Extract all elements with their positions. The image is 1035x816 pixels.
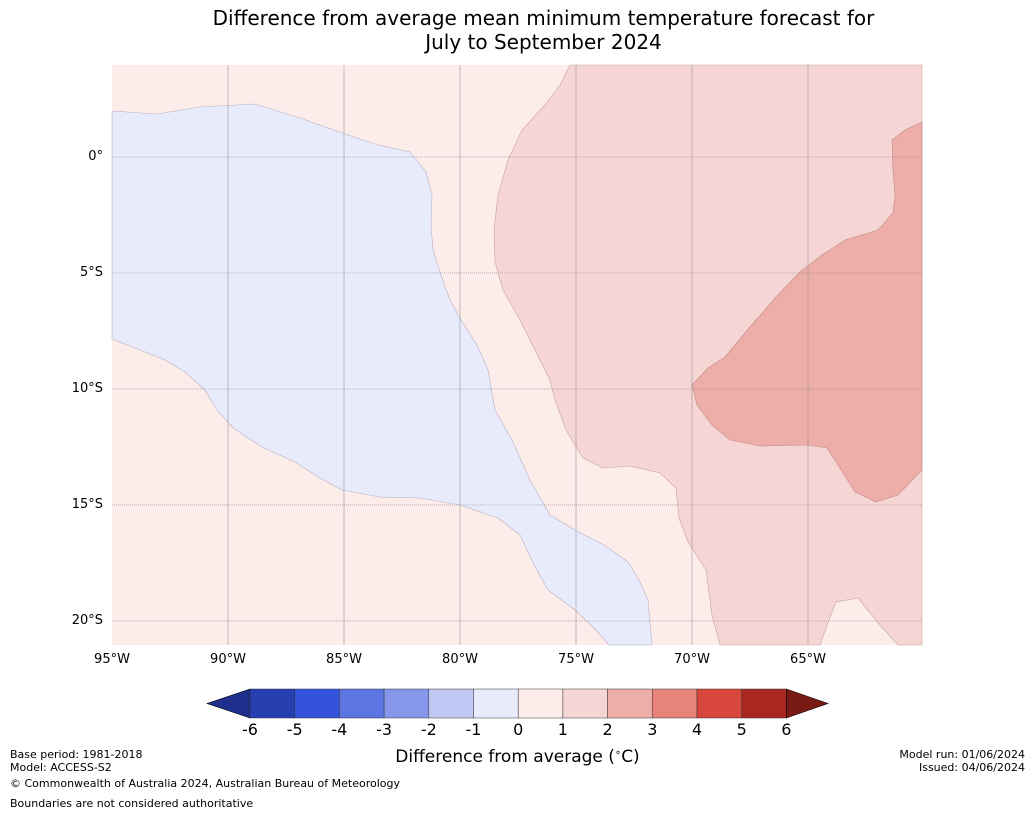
lat-label: 15°S [71, 497, 103, 512]
colorbar-tick-label: 3 [647, 720, 658, 739]
colorbar-extend-low [206, 688, 251, 719]
colorbar-bin [473, 688, 519, 719]
model-run: Model run: 01/06/2024 [899, 748, 1025, 761]
colorbar-title: Difference from average (∘C) [395, 747, 640, 767]
issued-date: Issued: 04/06/2024 [918, 761, 1025, 774]
colorbar-tick-label: -1 [465, 720, 482, 739]
colorbar-tick-label: 4 [691, 720, 703, 739]
lat-label: 10°S [71, 381, 103, 396]
colorbar-tick-label: -5 [286, 720, 303, 739]
lat-label: 5°S [79, 265, 103, 280]
colorbar-bin [562, 688, 608, 719]
colorbar-tick-label: 1 [557, 720, 568, 739]
title-line-1: Difference from average mean minimum tem… [212, 6, 875, 30]
base-period: Base period: 1981-2018 [10, 748, 143, 761]
colorbar-bin [339, 688, 385, 719]
colorbar-tick-label: -3 [376, 720, 393, 739]
colorbar-tick-label: 6 [781, 720, 792, 739]
lon-label: 65°W [790, 652, 826, 667]
colorbar-bin [294, 688, 340, 719]
title-line-2: July to September 2024 [425, 30, 662, 54]
lon-label: 70°W [674, 652, 710, 667]
colorbar-tick-label: 5 [736, 720, 747, 739]
lon-label: 95°W [94, 652, 130, 667]
lon-label: 80°W [442, 652, 478, 667]
map-title: Difference from average mean minimum tem… [0, 6, 1035, 54]
colorbar-bin [652, 688, 698, 719]
colorbar-tick-label: -6 [242, 720, 258, 739]
colorbar-bin [249, 688, 295, 719]
colorbar-bin [607, 688, 653, 719]
colorbar [206, 688, 829, 719]
colorbar-bin [428, 688, 474, 719]
graticule-meridians [227, 65, 809, 645]
lon-label: 90°W [210, 652, 246, 667]
model-name: Model: ACCESS-S2 [10, 761, 112, 774]
colorbar-tick-label: -2 [420, 720, 437, 739]
colorbar-bin [517, 688, 564, 719]
colorbar-tick-label: 2 [602, 720, 613, 739]
lon-label: 85°W [326, 652, 362, 667]
graticule [112, 156, 922, 622]
lat-label: 0° [88, 149, 103, 164]
colorbar-bin [696, 688, 742, 719]
colorbar-bin [741, 688, 787, 719]
region-pos-1-2 [493, 64, 923, 646]
region-neg-0-1 [111, 103, 653, 646]
colorbar-tick-label: -4 [331, 720, 348, 739]
copyright: © Commonwealth of Australia 2024, Austra… [10, 777, 400, 790]
colorbar-tick-label: 0 [513, 720, 524, 739]
colorbar-extend-high [786, 688, 829, 719]
region-pos-2-3 [691, 121, 923, 503]
lon-label: 75°W [558, 652, 594, 667]
lat-label: 20°S [71, 613, 103, 628]
boundaries-note: Boundaries are not considered authoritat… [10, 797, 254, 810]
colorbar-bin [383, 688, 430, 719]
